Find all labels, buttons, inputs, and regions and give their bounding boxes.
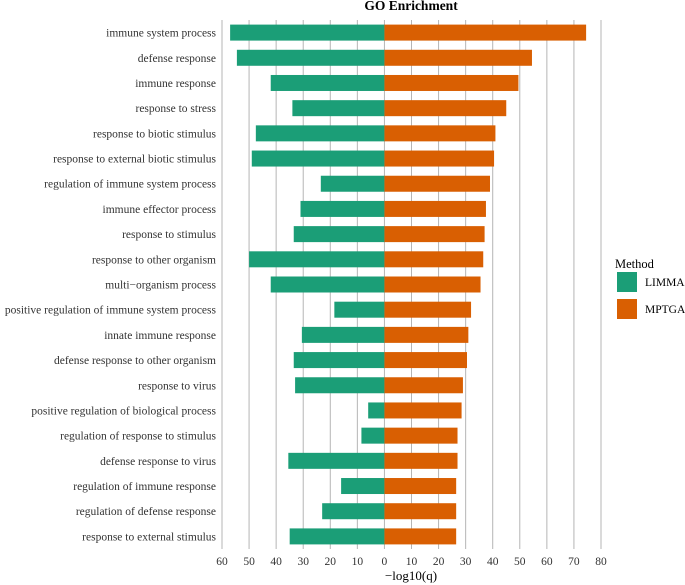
category-label: defense response to other organism	[54, 355, 216, 367]
bar-mptga	[384, 251, 484, 268]
category-label: response to other organism	[92, 254, 216, 266]
bar-mptga	[384, 226, 485, 243]
category-label: immune system process	[106, 28, 216, 40]
category-label: regulation of immune system process	[44, 179, 216, 191]
category-label: positive regulation of biological proces…	[31, 405, 216, 417]
bar-mptga	[384, 24, 587, 41]
bar-limma	[255, 125, 385, 142]
bar-mptga	[384, 402, 462, 419]
bar-limma	[300, 200, 385, 217]
category-label: immune response	[135, 78, 216, 90]
x-tick-label: 50	[243, 556, 255, 568]
bar-limma	[293, 352, 385, 369]
legend-title: Method	[615, 257, 655, 271]
bar-limma	[270, 276, 385, 293]
category-label: defense response to virus	[100, 456, 216, 468]
x-tick-label: 10	[406, 556, 418, 568]
x-axis-title: −log10(q)	[385, 568, 437, 583]
bar-mptga	[384, 276, 481, 293]
bar-limma	[320, 175, 385, 192]
bar-mptga	[384, 452, 458, 469]
bar-limma	[341, 478, 385, 495]
legend-label-mptga: MPTGA	[645, 304, 685, 316]
category-label: immune effector process	[103, 204, 217, 216]
bars	[230, 24, 587, 545]
x-tick-label: 40	[487, 556, 499, 568]
category-label: response to biotic stimulus	[93, 128, 217, 140]
x-tick-label: 0	[382, 556, 388, 568]
bar-limma	[288, 452, 385, 469]
chart-title: GO Enrichment	[364, 0, 458, 13]
x-tick-label: 60	[216, 556, 228, 568]
x-tick-label: 10	[352, 556, 364, 568]
x-tick-labels: 60 50 40 30 20 10 0 10 20 30 40 50 60 70 80	[216, 556, 607, 568]
bar-mptga	[384, 478, 457, 495]
bar-limma	[249, 251, 385, 268]
bar-limma	[301, 326, 385, 343]
legend: Method LIMMA MPTGA	[615, 257, 685, 319]
category-label: regulation of immune response	[73, 481, 216, 493]
bar-mptga	[384, 427, 458, 444]
legend-key-mptga	[617, 299, 637, 319]
x-tick-label: 20	[433, 556, 445, 568]
bar-mptga	[384, 352, 467, 369]
category-labels: immune system process defense response imm…	[5, 28, 217, 544]
bar-limma	[334, 301, 385, 318]
category-label: regulation of defense response	[76, 506, 216, 518]
bar-mptga	[384, 377, 463, 394]
legend-key-limma	[617, 272, 637, 292]
bar-mptga	[384, 528, 457, 545]
bar-limma	[292, 100, 385, 117]
x-tick-label: 40	[270, 556, 282, 568]
bar-mptga	[384, 74, 519, 91]
category-label: response to external biotic stimulus	[53, 154, 216, 166]
bar-mptga	[384, 125, 496, 142]
category-label: response to virus	[138, 380, 216, 392]
category-label: innate immune response	[104, 330, 216, 342]
x-tick-label: 50	[514, 556, 526, 568]
bar-limma	[368, 402, 385, 419]
category-label: multi−organism process	[105, 280, 216, 292]
x-tick-label: 30	[297, 556, 309, 568]
bar-limma	[295, 377, 385, 394]
bar-limma	[251, 150, 385, 167]
bar-limma	[236, 49, 385, 66]
bar-mptga	[384, 301, 472, 318]
x-tick-label: 30	[460, 556, 472, 568]
bar-mptga	[384, 200, 486, 217]
x-tick-label: 70	[568, 556, 580, 568]
bar-limma	[289, 528, 385, 545]
legend-label-limma: LIMMA	[645, 277, 685, 289]
x-tick-label: 60	[541, 556, 553, 568]
bar-mptga	[384, 326, 469, 343]
bar-limma	[293, 226, 385, 243]
bar-limma	[322, 503, 385, 520]
bar-limma	[230, 24, 385, 41]
bar-limma	[270, 74, 385, 91]
bar-mptga	[384, 503, 457, 520]
bar-mptga	[384, 100, 507, 117]
category-label: positive regulation of immune system pro…	[5, 305, 217, 317]
category-label: response to stress	[136, 103, 217, 115]
bar-mptga	[384, 49, 532, 66]
bar-limma	[361, 427, 385, 444]
category-label: defense response	[138, 53, 216, 65]
category-label: response to external stimulus	[82, 531, 216, 543]
bar-mptga	[384, 175, 491, 192]
category-label: response to stimulus	[122, 229, 216, 241]
x-tick-label: 80	[595, 556, 607, 568]
x-tick-label: 20	[325, 556, 337, 568]
category-label: regulation of response to stimulus	[60, 431, 216, 443]
bar-mptga	[384, 150, 495, 167]
